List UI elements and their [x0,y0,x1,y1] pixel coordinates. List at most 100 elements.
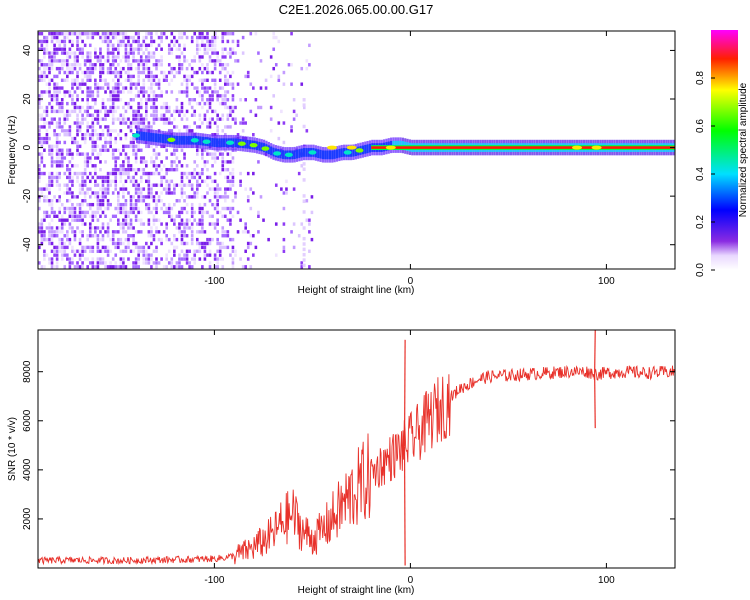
spectrogram-cell [213,35,217,40]
ridge-core [154,133,158,143]
spectrogram-cell [137,261,140,265]
spectrogram-cell [231,31,235,36]
spectrogram-cell [152,101,156,106]
spectrogram-cell [58,117,61,121]
spectrogram-cell [68,222,72,226]
spectrogram-cell [129,121,133,125]
spectrogram-cell [206,86,209,90]
spectrogram-cell [249,187,253,191]
spectrogram-cell [203,35,207,40]
spectrogram-cell [43,171,46,176]
spectrogram-cell [71,51,74,55]
spectrogram-cell [73,230,77,234]
spectrogram-cell [63,39,67,44]
spectrogram-cell [101,148,105,152]
spectrogram-cell [188,265,191,269]
spectrogram-cell [106,183,110,187]
spectrogram-cell [45,253,49,257]
spectrogram-cell [63,234,67,238]
spectrogram-cell [137,51,140,55]
spectrogram-cell [73,206,77,211]
spectrogram-cell [76,148,79,152]
spectrogram-cell [170,152,174,156]
spectrogram-cell [185,109,189,114]
spectrogram-cell [101,245,105,250]
spectrogram-cell [224,230,227,234]
spectrogram-cell [226,218,230,222]
spectrogram-cell [91,117,95,121]
spectrogram-cell [152,195,156,199]
spectrogram-cell [193,261,197,265]
spectrogram-cell [66,74,69,79]
spectrogram-cell [198,210,202,215]
spectrogram-cell [216,133,219,137]
spectrogram-cell [66,133,69,137]
spectrogram-cell [88,51,92,55]
spectrogram-cell [180,222,184,226]
spectrogram-cell [185,59,189,63]
spectrogram-cell [152,160,156,164]
spectrogram-cell [167,183,171,187]
spectrogram-cell [119,237,123,242]
spectrogram-cell [104,90,107,94]
spectrogram-cell [76,35,79,40]
spectrogram-cell [292,109,296,114]
spectrogram-cell [252,191,255,195]
spectrogram-cell [114,148,118,152]
spectrogram-cell [55,31,59,36]
spectrogram-cell [277,78,281,82]
spectrogram-cell [195,101,199,106]
spectrogram-cell [78,237,82,242]
spectrogram-cell [142,86,146,90]
spectrogram-cell [96,117,100,121]
spectrogram-cell [231,117,235,121]
spectrogram-cell [40,94,44,98]
spectrogram-cell [183,31,186,36]
spectrogram-cell [99,35,102,40]
spectrogram-cell [50,144,54,149]
spectrogram-cell [183,55,186,59]
spectrogram-cell [116,105,120,110]
spectrogram-cell [201,55,204,59]
spectrogram-cell [157,195,161,199]
spectrogram-cell [96,191,100,195]
spectrogram-cell [188,226,191,230]
spectrogram-cell [246,230,250,234]
spectrogram-cell [290,129,293,133]
spectrogram-cell [198,245,202,250]
snr-y-label: SNR (10 * v/v) [7,417,18,481]
spectrogram-cell [165,121,168,125]
spectrogram-cell [190,171,194,176]
spectrogram-cell [180,171,184,176]
spectrogram-cell [122,202,125,207]
spectrogram-cell [99,175,102,180]
ridge-core [333,150,336,159]
spectrogram-y-tick-label: -40 [22,237,33,252]
spectrogram-cell [38,245,41,250]
spectrogram-cell [193,31,197,36]
ridge-core [199,136,202,146]
spectrogram-cell [119,152,123,156]
spectrogram-cell [206,160,209,164]
spectrogram-cell [132,234,135,238]
spectrogram-cell [208,241,212,246]
spectrogram-cell [83,82,87,86]
spectrogram-cell [132,152,135,156]
spectrogram-cell [183,113,186,117]
spectrogram-cell [297,171,301,176]
spectrogram-cell [43,257,46,261]
spectrogram-cell [259,105,263,110]
spectrogram-cell [63,35,67,40]
spectrogram-cell [224,133,227,137]
spectrogram-cell [257,160,260,164]
spectrogram-cell [38,31,41,36]
spectrogram-cell [213,222,217,226]
spectrogram-cell [190,222,194,226]
spectrogram-cell [40,136,44,141]
spectrogram-cell [231,249,235,253]
spectrogram-cell [96,55,100,59]
spectrogram-cell [211,78,214,82]
spectrogram-cell [43,39,46,44]
spectrogram-cell [160,31,163,36]
